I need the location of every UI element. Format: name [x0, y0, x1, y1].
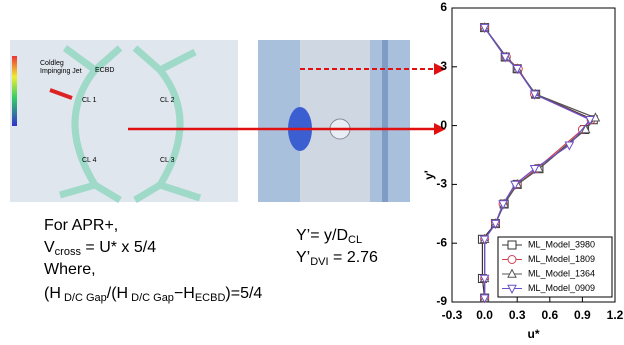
marker	[508, 241, 516, 249]
note-text: For APR+,	[44, 217, 118, 234]
y-tick-label: 3	[440, 59, 447, 73]
text-sub: D/C Gap	[61, 292, 107, 304]
plot: -0.3 0.0 0.3 0.6 0.9 1.2 6 3 0 -3 -6 -9 u* y' ML_Model…	[422, 0, 623, 341]
cl-label: CL 2	[160, 97, 175, 104]
y-tick-label: -6	[436, 235, 447, 249]
note-text: Where,	[44, 261, 96, 278]
x-tick-label: 1.2	[607, 308, 624, 322]
vessel-image	[258, 40, 410, 202]
y-axis-label: y'	[422, 170, 436, 180]
x-tick-label: 0.3	[509, 308, 526, 322]
x-axis-label: u*	[528, 327, 540, 341]
page: ColdlegImpinging Jet ECBD CL 1 CL 2 CL 3…	[0, 0, 624, 345]
text-part: /(H	[107, 285, 128, 302]
y-tick-label: -9	[436, 294, 447, 308]
text-sub: CL	[348, 234, 362, 246]
text-sub: DVI	[310, 256, 328, 268]
text-part: )=5/4	[225, 285, 262, 302]
text-part: −H	[174, 285, 195, 302]
x-tick-label: -0.3	[442, 308, 463, 322]
cl-label: CL 3	[160, 157, 175, 164]
y-tick-label: -3	[436, 177, 447, 191]
vessel-pipe	[382, 40, 388, 202]
note-text: (H D/C Gap/(H D/C Gap−HECBD)=5/4	[44, 285, 262, 304]
legend-label: ML_Model_1364	[528, 268, 595, 278]
text-part: Y’= y/D	[296, 227, 348, 244]
legend-label: ML_Model_0909	[528, 283, 595, 293]
ecbd-label: ECBD	[95, 67, 114, 74]
legend-label: ML_Model_3980	[528, 239, 595, 249]
y-tick-label: 6	[440, 0, 447, 14]
y-tick-label: 0	[440, 118, 447, 132]
legend-label: ML_Model_1809	[528, 254, 595, 264]
jet-label-line: Impinging Jet	[40, 68, 82, 75]
text-part: = 2.76	[329, 249, 378, 266]
text-part: = U* x 5/4	[81, 239, 156, 256]
x-tick-label: 0.9	[574, 308, 591, 322]
text-part: V	[44, 239, 55, 256]
note-text: Y’= y/DCL	[296, 227, 362, 246]
text-sub: D/C Gap	[128, 292, 174, 304]
note-text: Vcross = U* x 5/4	[44, 239, 156, 258]
text-sub: cross	[55, 246, 82, 258]
cl-label: CL 1	[82, 97, 97, 104]
note-text: Y’DVI = 2.76	[296, 249, 378, 268]
jet-label-line: Coldleg	[40, 60, 64, 67]
text-part: (H	[44, 285, 61, 302]
cl-label: CL 4	[82, 157, 97, 164]
x-tick-label: 0.0	[476, 308, 493, 322]
text-sub: ECBD	[195, 292, 226, 304]
text-part: Y’	[296, 249, 310, 266]
colorbar	[12, 56, 17, 126]
marker	[508, 256, 516, 264]
x-tick-label: 0.6	[541, 308, 558, 322]
